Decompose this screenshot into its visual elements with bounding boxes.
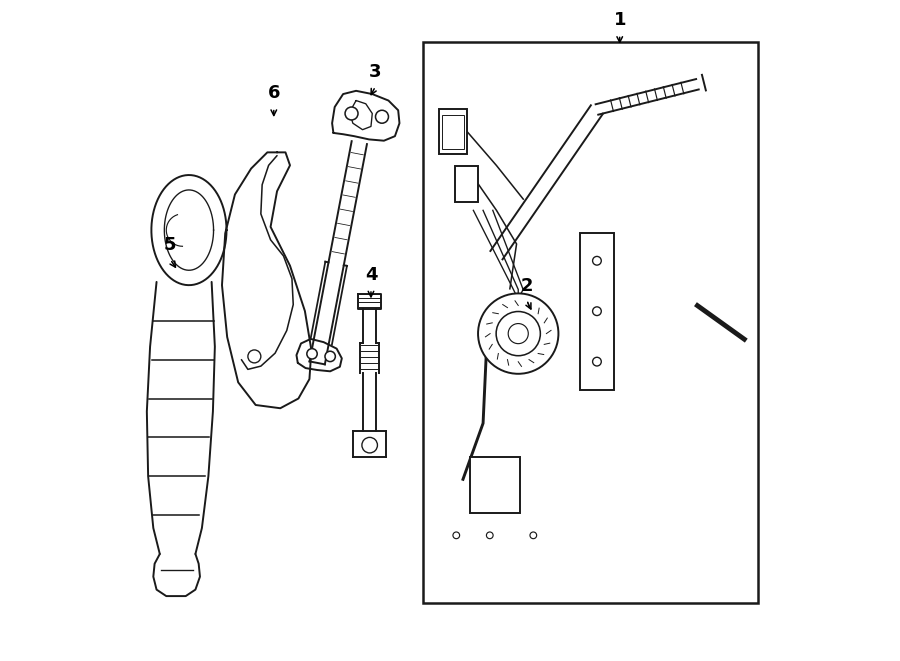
Circle shape [592,307,601,315]
Circle shape [307,348,317,359]
Circle shape [325,351,336,362]
Bar [470,457,520,513]
Polygon shape [222,153,311,408]
Text: 6: 6 [267,85,280,102]
Circle shape [375,110,389,123]
Bar [423,42,758,603]
Circle shape [345,107,358,120]
Circle shape [478,293,558,374]
Text: 2: 2 [520,277,533,295]
Polygon shape [296,339,342,371]
Circle shape [496,311,540,356]
Bar [439,110,467,154]
Bar [442,115,464,149]
Polygon shape [332,91,400,141]
Text: 3: 3 [369,63,382,81]
Bar [454,165,478,202]
Circle shape [362,438,377,453]
Text: 4: 4 [364,266,377,284]
Bar [580,233,614,389]
Circle shape [592,358,601,366]
Circle shape [248,350,261,363]
Circle shape [592,256,601,265]
Text: 1: 1 [614,11,626,29]
Text: 5: 5 [164,236,176,254]
